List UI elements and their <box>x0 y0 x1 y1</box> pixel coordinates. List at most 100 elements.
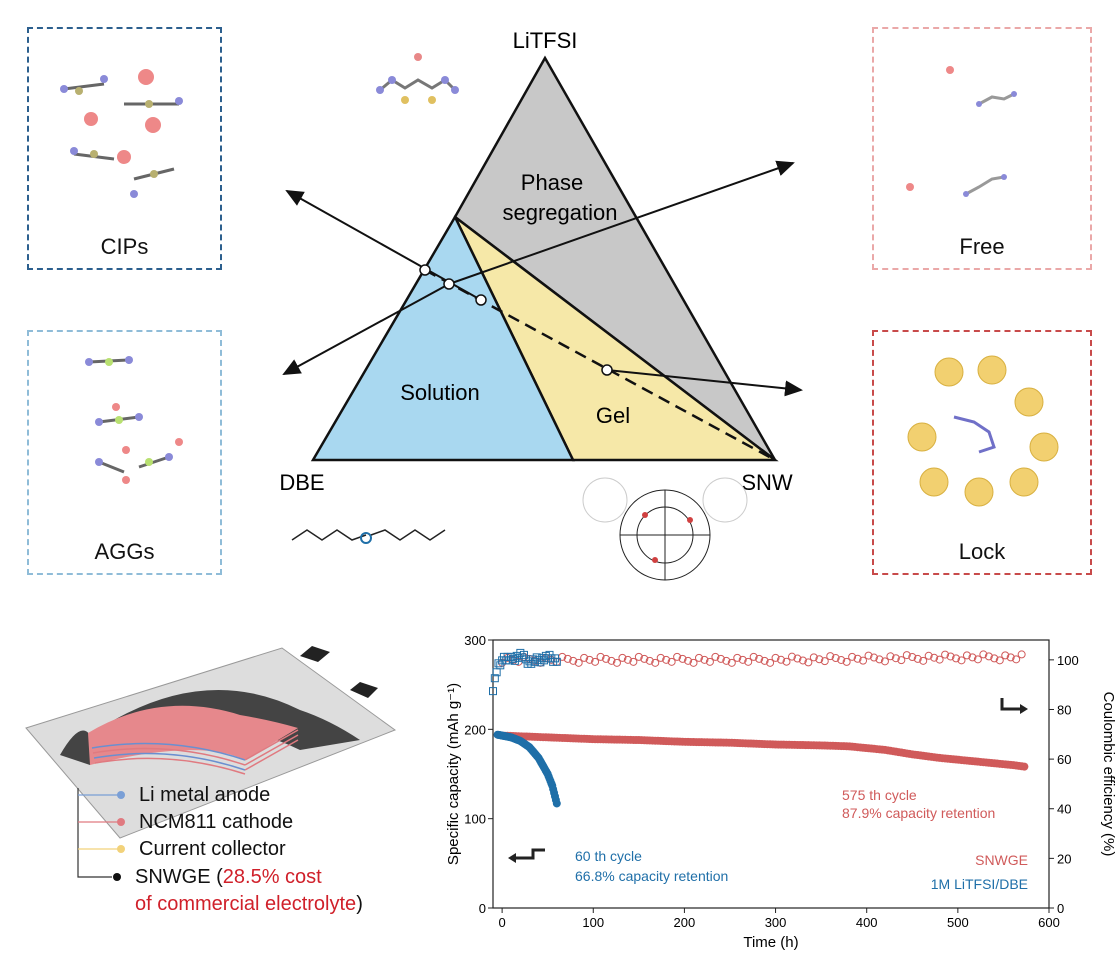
ce-point <box>815 655 824 664</box>
litfsi-molecule-icon <box>376 53 459 104</box>
ce-point <box>935 655 944 664</box>
ce-point <box>716 654 725 663</box>
cips-box: CIPs <box>27 27 222 270</box>
ce-point <box>563 654 572 663</box>
ce-point <box>727 658 736 667</box>
ce-point <box>897 656 906 665</box>
ce-point <box>875 655 884 664</box>
pouch-cell-illustration <box>25 646 397 881</box>
ce-point <box>569 656 578 665</box>
vertex-dbe: DBE <box>279 470 324 495</box>
snw-structure-icon <box>582 477 748 581</box>
ce-point <box>968 653 977 662</box>
ce-point <box>859 656 868 665</box>
ce-point <box>842 657 851 666</box>
ce-point <box>684 656 693 665</box>
ce-point <box>755 654 764 663</box>
plot-frame <box>492 639 1050 909</box>
ce-point <box>496 661 505 670</box>
ce-point <box>957 656 966 665</box>
ce-point <box>930 653 939 662</box>
y-tick-label: 100 <box>464 812 486 827</box>
legend-snwge-series: SNWGE <box>975 852 1028 868</box>
anode-dot-icon <box>117 791 125 799</box>
ce-point <box>880 657 889 666</box>
left-axis-arrow-icon <box>516 848 545 860</box>
composition-point <box>443 278 455 290</box>
y2-tick-label: 80 <box>1057 702 1071 717</box>
ce-point <box>990 654 999 663</box>
legend-cathode: NCM811 cathode <box>139 811 294 833</box>
ce-point <box>694 653 703 662</box>
ce-point <box>760 656 769 665</box>
free-molecules-icon <box>906 66 1017 197</box>
ce-point <box>490 674 499 683</box>
ce-point <box>591 657 600 666</box>
cips-label: CIPs <box>100 234 149 259</box>
y2-tick-label: 60 <box>1057 752 1071 767</box>
ce-point <box>853 654 862 663</box>
ce-point <box>733 653 742 662</box>
annotation-87-retention: 87.9% capacity retention <box>842 805 995 821</box>
ce-point <box>711 652 720 661</box>
x-tick-label: 600 <box>1038 915 1060 930</box>
x-tick-label: 300 <box>765 915 787 930</box>
annotation-575-cycle: 575 th cycle <box>842 787 917 803</box>
free-box: Free <box>872 27 1092 270</box>
left-axis-arrowhead-icon <box>508 853 516 863</box>
cathode-dot-icon <box>117 818 125 826</box>
close-paren: ) <box>356 893 363 915</box>
ce-point <box>946 652 955 661</box>
ce-point <box>771 653 780 662</box>
ce-point <box>886 652 895 661</box>
ce-point <box>952 654 961 663</box>
ce-point <box>519 650 528 659</box>
ce-point <box>1012 655 1021 664</box>
y-tick-label: 0 <box>479 901 486 916</box>
collector-dot-icon <box>117 845 125 853</box>
x-tick-label: 200 <box>674 915 696 930</box>
snwge-dot-icon <box>113 873 121 881</box>
arrow-aggs <box>282 283 450 375</box>
aggs-label: AGGs <box>94 539 155 564</box>
ce-point <box>864 651 873 660</box>
ce-point <box>552 657 561 666</box>
y2-tick-label: 40 <box>1057 802 1071 817</box>
dbe-structure-icon <box>291 529 446 544</box>
ce-point <box>809 653 818 662</box>
gel-label: Gel <box>596 403 630 428</box>
composition-point <box>419 264 431 276</box>
y2-tick-label: 100 <box>1057 653 1079 668</box>
ce-point <box>705 657 714 666</box>
legend-dbe-series: 1M LiTFSI/DBE <box>931 876 1028 892</box>
y-tick-label: 200 <box>464 722 486 737</box>
y-axis-label: Specific capacity (mAh g⁻¹) <box>445 683 462 865</box>
x-tick-label: 500 <box>947 915 969 930</box>
ce-point <box>848 652 857 661</box>
ce-point <box>629 657 638 666</box>
lock-label: Lock <box>958 539 1006 564</box>
ce-point <box>979 650 988 659</box>
ce-point <box>798 656 807 665</box>
ce-point <box>618 653 627 662</box>
ce-point <box>804 658 813 667</box>
x-tick-label: 100 <box>582 915 604 930</box>
ce-point <box>656 653 665 662</box>
ce-point <box>1017 650 1026 659</box>
ce-point <box>607 656 616 665</box>
legend-snwge: SNWGE (28.5% cost <box>135 866 322 889</box>
ce-point <box>662 655 671 664</box>
ce-point <box>793 654 802 663</box>
capacity-point <box>1020 762 1029 771</box>
ce-point <box>667 657 676 666</box>
ce-point <box>766 658 775 667</box>
ce-point <box>831 654 840 663</box>
ce-point <box>826 652 835 661</box>
cycling-chart: 0 100 200 300 400 500 600010020030002040608010… <box>445 633 1117 951</box>
ce-point <box>908 652 917 661</box>
ce-point <box>962 651 971 660</box>
ce-point <box>602 654 611 663</box>
solution-region <box>310 214 575 462</box>
cost-text-1: 28.5% cost <box>222 866 322 888</box>
